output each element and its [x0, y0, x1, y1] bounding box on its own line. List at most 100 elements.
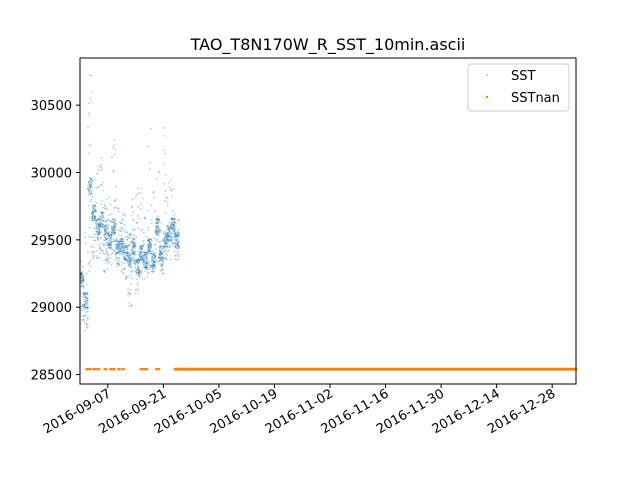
sst-point: [107, 244, 110, 247]
sst-point: [150, 270, 153, 273]
sst-point: [91, 213, 94, 215]
sst-point: [107, 231, 110, 234]
sst-point: [112, 224, 115, 227]
sst-point: [107, 258, 110, 261]
sst-point: [91, 212, 93, 215]
sst-point: [166, 238, 169, 241]
sst-point: [139, 257, 142, 259]
sst-point: [81, 276, 84, 279]
sst-point: [155, 229, 158, 232]
y-tick-label: 29000: [31, 301, 72, 316]
sst-point: [121, 250, 124, 253]
sst-point: [112, 230, 114, 233]
sst-point: [108, 214, 111, 216]
sst-point: [121, 246, 124, 249]
sst-point: [138, 245, 141, 248]
sst-point: [123, 251, 125, 253]
sst-point: [146, 264, 149, 267]
sst-point: [129, 237, 132, 240]
sst-point: [143, 277, 146, 280]
sst-point: [163, 199, 166, 202]
sst-point: [89, 265, 92, 268]
sst-point: [121, 219, 124, 222]
sst-point: [145, 266, 148, 269]
sst-point: [95, 227, 97, 230]
sst-point: [109, 236, 112, 239]
sst-point: [88, 188, 91, 191]
sst-point: [143, 254, 146, 256]
sst-point: [149, 168, 152, 170]
sst-point: [155, 258, 157, 261]
sst-point: [110, 232, 113, 235]
sst-point: [137, 269, 140, 272]
sst-point: [106, 268, 108, 270]
sst-point: [124, 247, 126, 250]
sst-point: [123, 249, 126, 252]
sst-point: [156, 231, 159, 234]
sst-point: [91, 215, 93, 218]
sst-point: [107, 242, 110, 245]
sst-point: [155, 226, 158, 229]
sst-point: [174, 258, 177, 260]
sst-point: [99, 218, 102, 221]
sst-point: [132, 245, 135, 248]
sst-point: [136, 271, 138, 274]
sstnan-point: [110, 368, 114, 371]
sst-point: [111, 220, 114, 222]
sst-point: [160, 256, 163, 258]
sst-point: [87, 188, 89, 190]
sst-point: [85, 292, 88, 295]
sst-point: [89, 184, 92, 187]
sst-point: [165, 240, 167, 242]
sst-point: [117, 245, 120, 248]
sst-point: [154, 209, 156, 212]
sst-point: [109, 242, 112, 245]
sst-point: [141, 248, 144, 251]
sst-point: [103, 239, 106, 242]
sst-point: [120, 240, 123, 243]
sst-point: [112, 228, 115, 230]
sst-point: [153, 260, 156, 263]
sst-point: [150, 239, 153, 242]
sst-point: [114, 218, 117, 221]
sst-point: [116, 241, 118, 244]
sst-point: [94, 208, 96, 211]
sst-point: [84, 236, 86, 239]
sst-point: [163, 238, 166, 240]
sst-point: [166, 245, 168, 248]
sst-point: [107, 254, 110, 256]
sst-point: [102, 211, 105, 214]
sst-point: [137, 258, 140, 261]
sst-point: [170, 179, 173, 181]
sst-point: [143, 266, 146, 269]
sst-point: [132, 241, 134, 244]
sst-point: [99, 211, 102, 214]
sst-point: [86, 297, 88, 299]
sst-point: [158, 245, 161, 248]
sst-point: [100, 212, 103, 215]
sst-point: [130, 270, 133, 273]
sst-point: [127, 261, 129, 264]
sst-point: [151, 271, 154, 273]
sst-point: [165, 257, 168, 260]
sst-point: [126, 252, 129, 255]
sst-point: [158, 230, 160, 233]
sst-point: [177, 241, 180, 244]
sst-point: [135, 260, 138, 263]
sst-point: [170, 222, 173, 225]
sst-point: [157, 233, 160, 235]
sst-point: [142, 245, 145, 248]
sst-point: [126, 254, 128, 257]
sst-point: [87, 126, 89, 129]
sst-point: [102, 226, 104, 229]
sst-point: [147, 226, 150, 229]
sst-point: [129, 260, 132, 263]
sst-point: [81, 285, 84, 288]
sst-point: [161, 262, 164, 265]
sst-point: [172, 223, 175, 226]
sst-point: [161, 264, 163, 267]
sst-point: [159, 228, 162, 231]
sst-point: [153, 255, 156, 257]
sst-point: [165, 241, 168, 243]
sst-point: [147, 244, 150, 247]
